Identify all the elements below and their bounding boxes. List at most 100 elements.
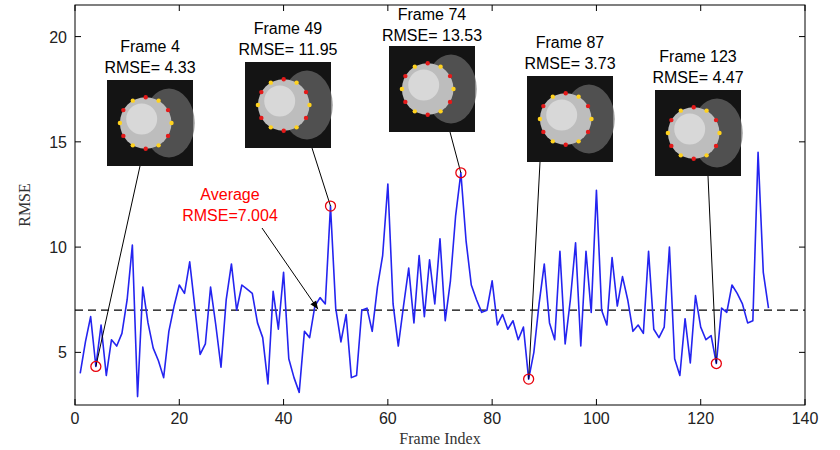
x-tick-top [387,5,388,11]
contour-point [714,118,718,122]
y-tick-label: 10 [49,239,67,256]
contour-point [156,143,160,147]
contour-point [269,125,273,129]
image-cavity [258,79,310,131]
contour-point [589,117,593,121]
contour-point [413,109,417,113]
frame-rmse: RMSE= 3.73 [524,55,615,72]
contour-point [541,130,545,134]
plot-area [75,152,805,396]
rmse-line [80,152,768,396]
contour-point [669,144,673,148]
contour-point [282,129,286,133]
x-tick-top [283,5,284,11]
contour-point [169,121,173,125]
contour-point [426,61,430,65]
x-tick [75,399,76,405]
contour-point [403,74,407,78]
frame-inset: Frame 74 RMSE= 13.53 [382,6,482,178]
contour-point [259,90,263,94]
x-tick-label: 0 [71,410,80,427]
frame-inset: Frame 87 RMSE= 3.73 [524,34,616,384]
y-tick-right [799,36,805,37]
contour-point [679,153,683,157]
contour-point [144,95,148,99]
x-tick-label: 20 [170,410,188,427]
x-axis-title: Frame Index [399,430,480,447]
y-tick [75,247,81,248]
contour-point [438,64,442,68]
y-tick [75,36,81,37]
x-tick-top [179,5,180,11]
contour-point [166,134,170,138]
contour-point [294,125,298,129]
x-tick [283,399,284,405]
contour-point [541,104,545,108]
x-tick-label: 100 [583,410,610,427]
contour-point [121,108,125,112]
frame-inset: Frame 123RMSE= 4.47 [652,48,743,369]
leader-line [708,176,716,364]
leader-line [96,166,140,366]
plot-frame [75,5,805,405]
frame-rmse: RMSE= 11.95 [239,41,338,58]
contour-point [282,77,286,81]
x-tick [596,399,597,405]
highlight-point [456,168,466,178]
x-tick-label: 120 [687,410,714,427]
frame-rmse: RMSE= 13.53 [382,27,482,44]
y-tick [75,141,81,142]
contour-point [121,134,125,138]
x-tick-label: 140 [792,410,819,427]
contour-point [156,98,160,102]
contour-point [426,113,430,117]
x-tick-top [596,5,597,11]
contour-point [551,94,555,98]
image-cavity [668,107,720,159]
contour-point [714,144,718,148]
x-tick-top [805,5,806,11]
contour-point [679,108,683,112]
x-tick-label: 80 [483,410,501,427]
y-tick [75,352,81,353]
image-highlight [408,70,439,101]
contour-point [704,153,708,157]
frame-label: Frame 74 [398,6,467,23]
frame-label: Frame 4 [120,38,180,55]
contour-point [564,91,568,95]
contour-point [692,105,696,109]
contour-point [576,94,580,98]
contour-point [144,147,148,151]
highlight-point [91,361,101,371]
annotations: Frame 4RMSE= 4.33Frame 49RMSE= 11.95Fram… [91,6,744,384]
contour-point [304,116,308,120]
average-arrowhead [310,300,318,309]
contour-point [438,109,442,113]
average-label-line: Average [200,186,259,203]
y-tick-right [799,352,805,353]
image-cavity [120,97,172,149]
image-cavity [540,93,592,145]
contour-point [166,108,170,112]
contour-point [269,80,273,84]
contour-point [403,100,407,104]
contour-point [704,108,708,112]
average-label: Average RMSE=7.004 [182,186,278,224]
contour-point [131,98,135,102]
contour-point [586,104,590,108]
contour-point [451,87,455,91]
contour-point [666,131,670,135]
contour-point [551,139,555,143]
x-tick-top [700,5,701,11]
x-tick-label: 40 [275,410,293,427]
average-label-line: RMSE=7.004 [182,207,278,224]
contour-point [448,100,452,104]
x-tick [492,399,493,405]
frame-label: Frame 87 [536,34,605,51]
contour-point [564,143,568,147]
contour-point [448,74,452,78]
y-tick-label: 5 [58,344,67,361]
contour-point [118,121,122,125]
y-tick-label: 20 [49,29,67,46]
highlight-point [326,201,336,211]
